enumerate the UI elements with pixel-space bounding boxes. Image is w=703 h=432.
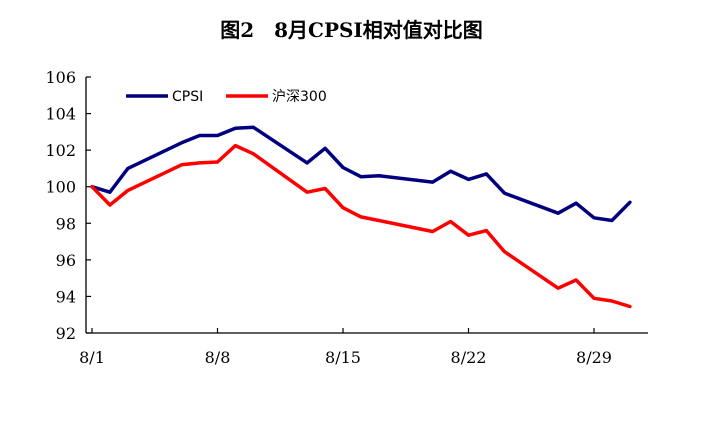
y-tick-label: 100	[45, 178, 76, 197]
x-tick-label: 8/29	[576, 348, 612, 367]
series-layer	[90, 125, 632, 309]
x-tick-label: 8/1	[79, 348, 105, 367]
legend-label-0: CPSI	[172, 89, 203, 105]
y-tick-label: 92	[56, 324, 76, 343]
series-line-cpsi	[90, 125, 632, 223]
x-tick-label: 8/22	[451, 348, 487, 367]
x-tick-label: 8/8	[205, 348, 231, 367]
legend: CPSI 沪深300	[126, 89, 327, 105]
y-tick-label: 98	[56, 214, 76, 233]
y-tick-label: 94	[56, 287, 76, 306]
legend-label-1: 沪深300	[272, 89, 327, 105]
y-tick-label: 106	[45, 68, 76, 87]
x-tick-label: 8/15	[325, 348, 361, 367]
series-line-hs300	[90, 143, 632, 309]
y-tick-label: 104	[45, 105, 76, 124]
chart-title: 图2 8月CPSI相对值对比图	[220, 18, 483, 42]
axes: 92 94 96 98 100 102 104 106 8/1 8/8 8/15 8/22 8/29	[45, 68, 648, 367]
y-tick-label: 102	[45, 141, 76, 160]
y-tick-label: 96	[56, 251, 76, 270]
